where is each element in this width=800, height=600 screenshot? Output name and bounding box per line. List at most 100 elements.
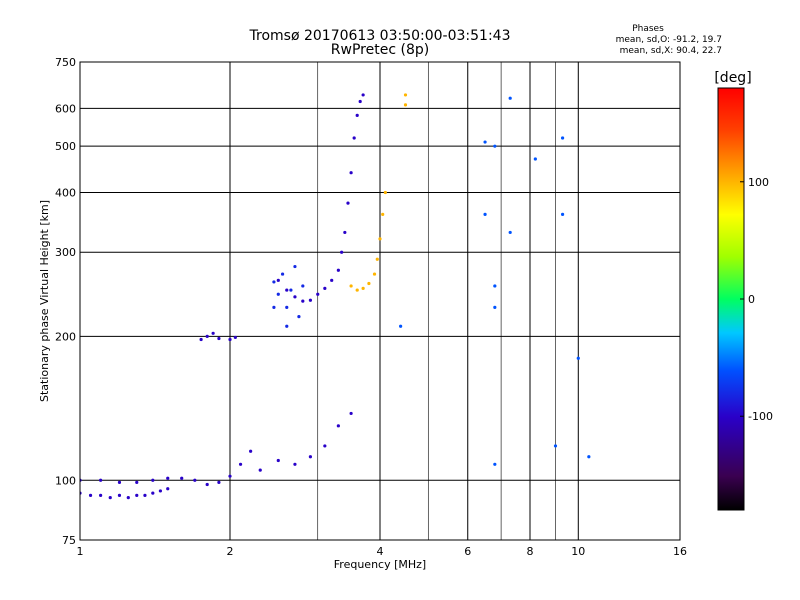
stats-o-mode: mean, sd,O: -91.2, 19.7 <box>616 35 722 45</box>
y-axis-label: Stationary phase Virtual Height [km] <box>38 200 51 402</box>
data-point <box>217 336 221 341</box>
data-point <box>493 305 497 309</box>
data-points <box>80 93 591 500</box>
x-tick-label: 10 <box>571 545 585 558</box>
data-point <box>126 495 130 500</box>
data-point <box>99 493 103 497</box>
x-tick-label: 6 <box>464 545 471 558</box>
y-tick-label: 300 <box>55 246 76 259</box>
data-point <box>193 478 197 482</box>
data-point <box>233 335 237 340</box>
data-point <box>343 230 347 235</box>
data-point <box>285 324 289 328</box>
data-point <box>88 493 93 497</box>
data-point <box>349 284 353 288</box>
data-point <box>135 480 139 484</box>
data-point <box>293 295 297 299</box>
data-point <box>99 478 103 482</box>
data-point <box>135 493 139 497</box>
data-point <box>293 264 297 269</box>
data-point <box>323 286 327 291</box>
data-point <box>381 212 385 216</box>
data-point <box>280 272 285 276</box>
data-point <box>367 281 371 286</box>
data-point <box>205 482 209 487</box>
colorbar-tick-label: 100 <box>748 176 769 189</box>
data-point <box>117 493 122 497</box>
data-point <box>340 250 344 254</box>
data-point <box>399 324 403 328</box>
grid-lines <box>80 62 680 540</box>
data-point <box>151 491 155 495</box>
data-point <box>330 278 334 282</box>
data-point <box>560 212 565 216</box>
data-point <box>108 495 112 500</box>
stats-x-mode: mean, sd,X: 90.4, 22.7 <box>620 46 722 56</box>
data-point <box>199 337 203 342</box>
data-point <box>493 462 497 466</box>
data-point <box>483 212 487 216</box>
stats-heading: Phases <box>632 24 664 34</box>
colorbar-tick-label: 0 <box>748 293 755 306</box>
x-tick-label: 1 <box>77 545 84 558</box>
data-point <box>560 136 565 140</box>
data-point <box>336 268 340 272</box>
data-point <box>361 286 365 291</box>
data-point <box>258 468 262 472</box>
data-point <box>323 444 327 448</box>
data-point <box>493 284 497 288</box>
data-point <box>508 230 512 235</box>
data-point <box>349 171 353 175</box>
data-point <box>372 272 377 276</box>
data-point <box>285 288 289 292</box>
data-point <box>403 103 408 107</box>
data-point <box>508 96 512 100</box>
data-point <box>211 331 215 335</box>
data-point <box>180 476 184 480</box>
x-tick-label: 8 <box>527 545 534 558</box>
data-point <box>289 288 293 292</box>
x-axis-ticks: 1 2 4 6 8 10 16 <box>77 545 688 558</box>
y-tick-label: 600 <box>55 102 76 115</box>
y-axis-ticks: 75 100 200 300 400 500 600 750 <box>55 56 76 547</box>
data-point <box>151 478 155 482</box>
data-point <box>272 280 276 284</box>
colorbar-ticks: 100 0 -100 <box>740 176 773 423</box>
data-point <box>228 337 232 342</box>
data-point <box>143 493 147 497</box>
plot-frame <box>79 61 681 541</box>
data-point <box>493 144 497 148</box>
x-axis-label: Frequency [MHz] <box>334 558 426 571</box>
data-point <box>346 201 350 205</box>
data-point <box>293 462 297 466</box>
y-tick-label: 100 <box>55 474 76 487</box>
colorbar-tick-label: -100 <box>748 410 773 423</box>
data-point <box>316 292 320 296</box>
data-point <box>378 237 382 241</box>
data-point <box>349 411 353 416</box>
data-point <box>358 99 362 104</box>
data-point <box>533 157 537 161</box>
data-point <box>276 458 280 463</box>
x-tick-label: 16 <box>673 545 687 558</box>
data-point <box>238 462 243 466</box>
data-point <box>117 480 122 484</box>
data-point <box>308 455 313 459</box>
data-point <box>301 299 305 303</box>
colorbar-label: [deg] <box>714 70 751 86</box>
data-point <box>166 487 170 491</box>
data-point <box>276 278 280 282</box>
data-point <box>553 444 558 448</box>
data-point <box>403 93 408 97</box>
y-tick-label: 200 <box>55 330 76 343</box>
data-point <box>375 257 379 261</box>
data-point <box>383 190 387 195</box>
data-point <box>301 284 305 288</box>
chart-title: Tromsø 20170613 03:50:00-03:51:43 <box>249 28 511 44</box>
data-point <box>352 136 356 140</box>
y-tick-label: 500 <box>55 140 76 153</box>
data-point <box>217 480 221 484</box>
data-point <box>483 140 487 144</box>
y-tick-label: 750 <box>55 56 76 69</box>
data-point <box>576 356 580 360</box>
